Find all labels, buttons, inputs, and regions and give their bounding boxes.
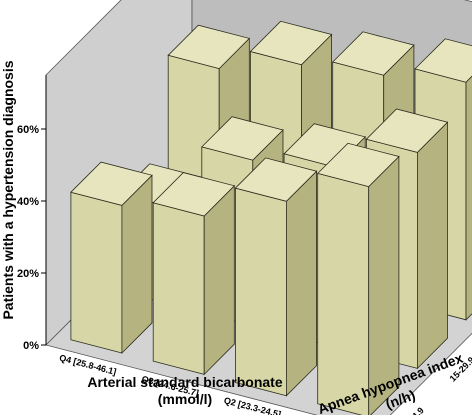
y-tick-label: 20% <box>17 268 39 280</box>
bar <box>152 172 236 376</box>
bar-top-face <box>201 116 284 161</box>
x-axis-title-line2: (mmol/l) <box>158 391 212 407</box>
bar-side-face <box>416 121 448 370</box>
bar-front-face <box>152 202 205 375</box>
bar-side-face <box>203 184 235 376</box>
bar-top-face <box>249 20 333 66</box>
depth-category-label-line: 5-14.9 <box>401 405 426 415</box>
bar-top-face <box>167 24 251 70</box>
bar-front-face <box>234 187 287 397</box>
bar-side-face <box>465 75 472 321</box>
y-tick-label: 60% <box>17 124 39 136</box>
bar-top-face <box>152 172 236 217</box>
bar <box>316 142 400 418</box>
bar-top-face <box>365 108 449 153</box>
bar-top-face <box>414 38 472 83</box>
bar-top-face <box>316 142 400 188</box>
bar-front-face <box>70 191 123 354</box>
bar-top-face <box>70 161 153 206</box>
bar-top-face <box>234 157 318 202</box>
x-axis-title-line1: Arterial standard bicarbonate <box>87 374 282 390</box>
depth-category-label: 5-14.9 <box>401 405 426 415</box>
bar-side-face <box>285 170 318 397</box>
bar-front-face <box>317 172 370 418</box>
bar-top-face <box>331 31 415 76</box>
y-tick-label: 40% <box>17 196 39 208</box>
y-axis-title: Patients with a hypertension diagnosis <box>0 60 16 319</box>
bar <box>234 157 318 397</box>
bar <box>70 161 153 354</box>
bar-side-face <box>121 174 153 354</box>
bar-group <box>70 20 472 418</box>
y-tick-label: 0% <box>23 340 39 352</box>
